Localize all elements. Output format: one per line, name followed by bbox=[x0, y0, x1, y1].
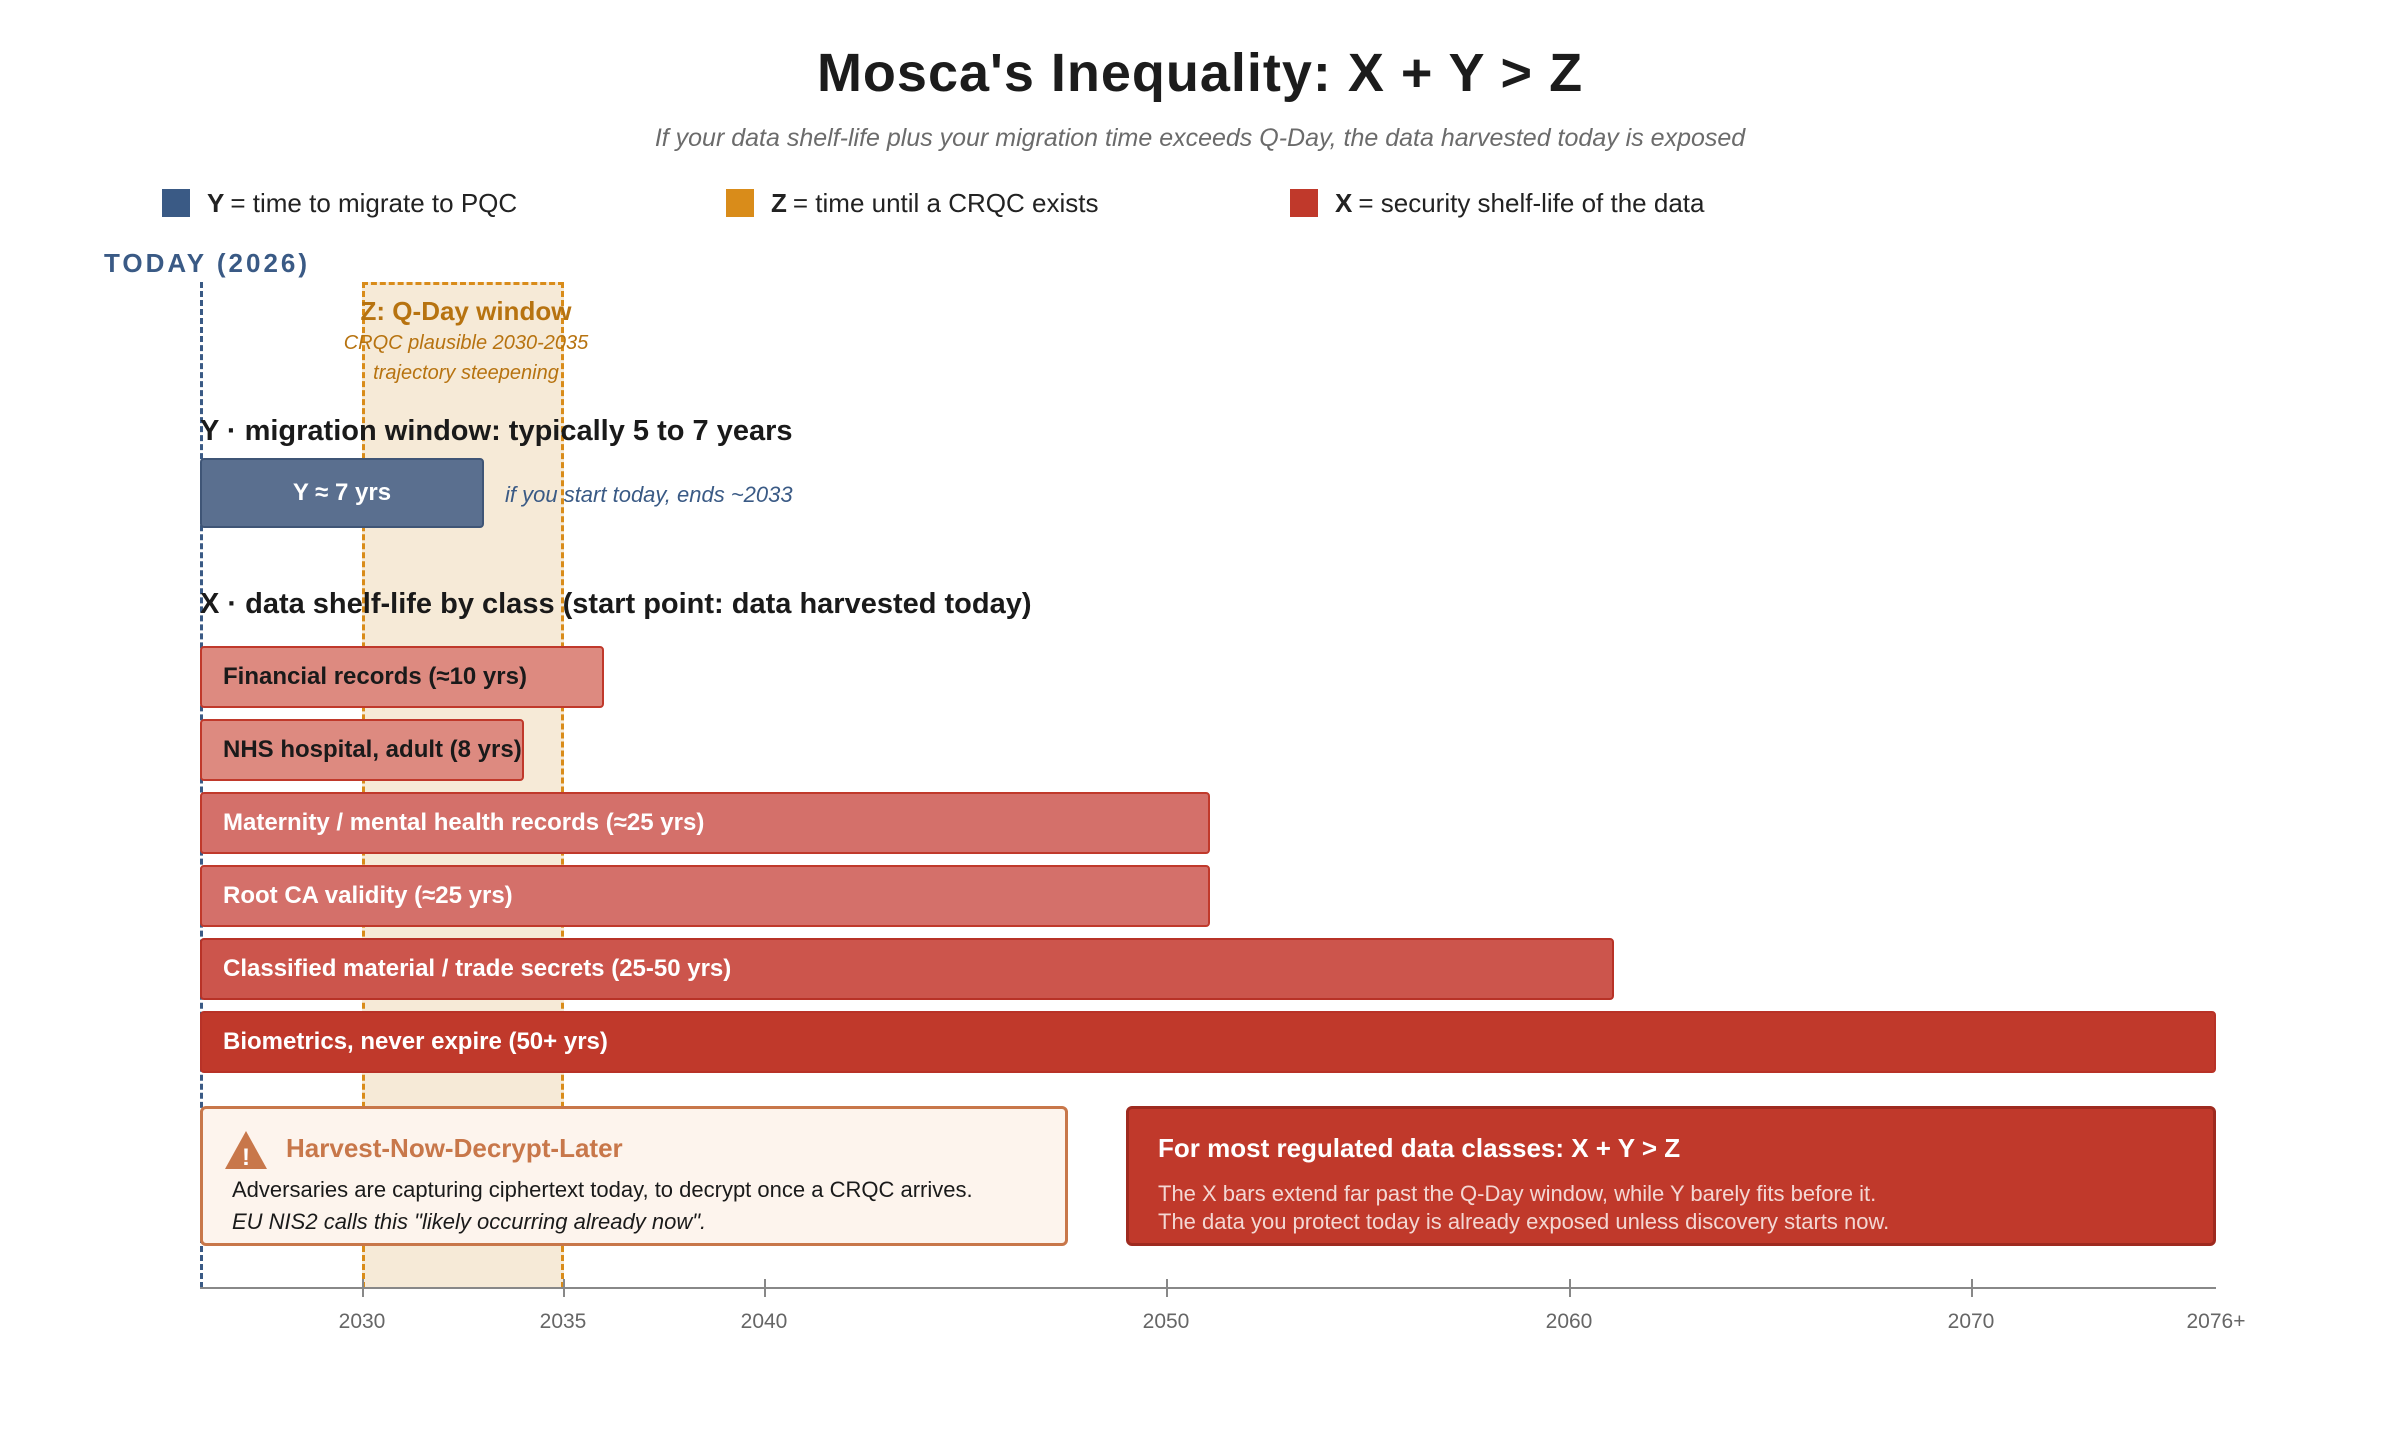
x-bar-label: Financial records (≈10 yrs) bbox=[223, 663, 527, 690]
svg-text:!: ! bbox=[242, 1144, 250, 1171]
x-bar-label: NHS hospital, adult (8 yrs) bbox=[223, 736, 522, 763]
timeline-axis bbox=[200, 1287, 2216, 1289]
axis-tick-label: 2076+ bbox=[2186, 1310, 2246, 1333]
y-migration-note: if you start today, ends ~2033 bbox=[505, 482, 793, 507]
legend-key-z: Z bbox=[771, 187, 787, 218]
x-section-heading: X · data shelf-life by class (start poin… bbox=[200, 588, 1032, 620]
page-title: Mosca's Inequality: X + Y > Z bbox=[816, 43, 1584, 103]
legend-text-y: = time to migrate to PQC bbox=[230, 187, 518, 218]
legend-item-y: Y = time to migrate to PQC bbox=[162, 188, 517, 218]
conclusion-text-1: The X bars extend far past the Q-Day win… bbox=[1158, 1181, 1877, 1206]
warning-icon: ! bbox=[225, 1131, 267, 1171]
axis-tick bbox=[1971, 1279, 1973, 1297]
legend-swatch-y bbox=[162, 189, 190, 217]
y-migration-bar: Y ≈ 7 yrs bbox=[200, 458, 484, 528]
axis-tick bbox=[1569, 1279, 1571, 1297]
x-bar-label: Root CA validity (≈25 yrs) bbox=[223, 882, 513, 909]
x-bar-maternity-mental-health: Maternity / mental health records (≈25 y… bbox=[200, 792, 1210, 854]
qday-window-title: Z: Q-Day window bbox=[360, 296, 572, 326]
legend-swatch-z bbox=[726, 189, 754, 217]
legend-item-x: X = security shelf-life of the data bbox=[1290, 188, 1704, 218]
conclusion-title: For most regulated data classes: X + Y >… bbox=[1158, 1133, 1681, 1163]
callout-title: Harvest-Now-Decrypt-Later bbox=[286, 1133, 623, 1163]
x-bar-financial-records: Financial records (≈10 yrs) bbox=[200, 646, 604, 708]
conclusion-text-2: The data you protect today is already ex… bbox=[1158, 1209, 1890, 1234]
legend-item-z: Z = time until a CRQC exists bbox=[726, 188, 1098, 218]
conclusion-callout: For most regulated data classes: X + Y >… bbox=[1126, 1106, 2216, 1246]
qday-window-range: CRQC plausible 2030-2035 bbox=[343, 332, 589, 354]
legend-key-x: X bbox=[1335, 187, 1353, 218]
axis-tick-label: 2070 bbox=[1947, 1310, 1995, 1333]
legend-swatch-x bbox=[1290, 189, 1318, 217]
harvest-now-decrypt-later-callout: ! Harvest-Now-Decrypt-Later Adversaries … bbox=[200, 1106, 1068, 1246]
callout-text: Adversaries are capturing ciphertext tod… bbox=[232, 1177, 973, 1202]
page-subtitle: If your data shelf-life plus your migrat… bbox=[654, 124, 1746, 152]
callout-quote: EU NIS2 calls this "likely occurring alr… bbox=[232, 1209, 707, 1234]
axis-tick-label: 2040 bbox=[740, 1310, 788, 1333]
axis-tick-label: 2050 bbox=[1142, 1310, 1190, 1333]
axis-tick-label: 2060 bbox=[1545, 1310, 1593, 1333]
x-bar-label: Biometrics, never expire (50+ yrs) bbox=[223, 1028, 608, 1055]
axis-tick bbox=[563, 1279, 565, 1297]
axis-tick bbox=[1166, 1279, 1168, 1297]
x-bar-classified-trade-secrets: Classified material / trade secrets (25-… bbox=[200, 938, 1614, 1000]
x-bar-label: Classified material / trade secrets (25-… bbox=[223, 955, 732, 982]
axis-tick bbox=[764, 1279, 766, 1297]
y-section-heading: Y · migration window: typically 5 to 7 y… bbox=[200, 415, 793, 447]
x-bar-root-ca-validity: Root CA validity (≈25 yrs) bbox=[200, 865, 1210, 927]
today-label: TODAY (2026) bbox=[104, 248, 311, 278]
legend-text-z: = time until a CRQC exists bbox=[792, 187, 1099, 218]
legend-text-x: = security shelf-life of the data bbox=[1358, 187, 1705, 218]
today-line bbox=[200, 282, 203, 1288]
x-bar-label: Maternity / mental health records (≈25 y… bbox=[223, 809, 705, 836]
x-bar-biometrics: Biometrics, never expire (50+ yrs) bbox=[200, 1011, 2216, 1073]
axis-tick bbox=[362, 1279, 364, 1297]
x-bar-nhs-hospital: NHS hospital, adult (8 yrs) bbox=[200, 719, 524, 781]
axis-tick-label: 2035 bbox=[539, 1310, 587, 1333]
axis-tick-label: 2030 bbox=[338, 1310, 386, 1333]
qday-window-note: trajectory steepening bbox=[373, 362, 559, 384]
legend-key-y: Y bbox=[207, 187, 225, 218]
y-migration-bar-label: Y ≈ 7 yrs bbox=[292, 479, 392, 506]
